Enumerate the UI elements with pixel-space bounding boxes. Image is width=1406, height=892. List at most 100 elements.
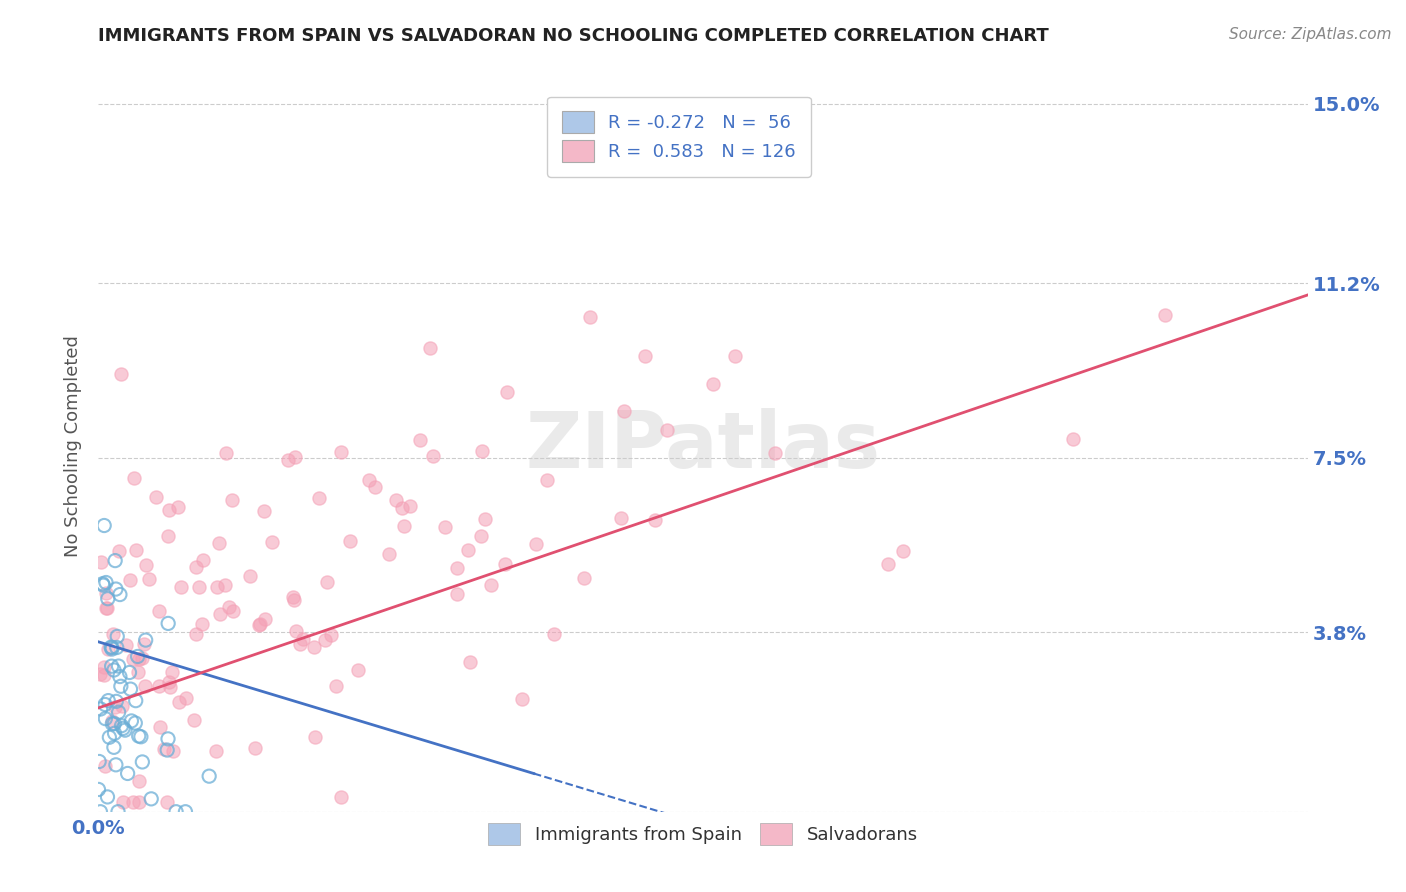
Point (90, 555, 112, 569)
Point (128, 795, 150, 809)
Point (89, 805, 111, 819)
Point (122, 470, 145, 484)
Point (208, 536, 231, 550)
Point (543, 627, 565, 641)
Point (208, 607, 231, 621)
Point (392, 519, 415, 533)
Point (378, 547, 401, 561)
Point (253, 504, 276, 518)
Point (1062, 432, 1084, 446)
Point (191, 616, 214, 631)
Point (100, 640, 122, 655)
Point (187, 580, 209, 594)
Point (510, 692, 533, 706)
Point (214, 578, 236, 592)
Point (127, 649, 149, 664)
Y-axis label: No Schooling Completed: No Schooling Completed (65, 335, 83, 557)
Point (94, 698, 117, 712)
Text: Source: ZipAtlas.com: Source: ZipAtlas.com (1229, 27, 1392, 42)
Point (87, 782, 110, 797)
Point (101, 627, 124, 641)
Text: IMMIGRANTS FROM SPAIN VS SALVADORAN NO SCHOOLING COMPLETED CORRELATION CHART: IMMIGRANTS FROM SPAIN VS SALVADORAN NO S… (98, 27, 1049, 45)
Point (494, 557, 516, 571)
Point (281, 590, 304, 604)
Point (347, 663, 370, 677)
Point (110, 719, 132, 733)
Point (128, 773, 150, 788)
Point (222, 603, 245, 617)
Point (94, 759, 117, 773)
Point (120, 714, 142, 728)
Point (94, 712, 117, 726)
Point (184, 627, 207, 641)
Point (125, 543, 148, 558)
Point (93, 518, 115, 533)
Point (135, 633, 157, 648)
Point (170, 580, 193, 594)
Point (157, 503, 180, 517)
Point (470, 529, 492, 543)
Point (91, 576, 114, 591)
Point (157, 616, 180, 631)
Point (105, 629, 128, 643)
Point (128, 729, 150, 743)
Point (145, 490, 167, 504)
Point (458, 655, 481, 669)
Point (254, 612, 277, 626)
Point (634, 349, 657, 363)
Point (103, 700, 125, 714)
Point (304, 730, 326, 744)
Point (609, 511, 631, 525)
Point (156, 795, 179, 809)
Point (128, 652, 150, 666)
Point (160, 665, 183, 680)
Point (132, 637, 155, 651)
Point (247, 618, 270, 632)
Point (471, 444, 494, 458)
Point (239, 569, 262, 583)
Point (218, 599, 240, 614)
Point (97, 591, 120, 606)
Point (141, 792, 163, 806)
Text: ZIPatlas: ZIPatlas (526, 408, 880, 484)
Point (96, 789, 118, 804)
Point (107, 705, 129, 719)
Point (319, 628, 342, 642)
Point (434, 520, 457, 534)
Point (205, 744, 228, 758)
Point (120, 682, 142, 697)
Point (302, 640, 325, 655)
Point (422, 449, 444, 463)
Point (93, 660, 115, 674)
Point (103, 740, 125, 755)
Point (579, 310, 602, 325)
Point (129, 730, 152, 744)
Point (156, 743, 179, 757)
Point (118, 665, 141, 680)
Point (1154, 308, 1177, 322)
Point (114, 723, 136, 738)
Text: 0.0%: 0.0% (72, 819, 125, 838)
Legend: Immigrants from Spain, Salvadorans: Immigrants from Spain, Salvadorans (479, 814, 927, 854)
Point (284, 450, 307, 465)
Point (101, 642, 124, 657)
Point (111, 795, 134, 809)
Point (103, 726, 125, 740)
Point (91, 578, 114, 592)
Point (243, 740, 266, 755)
Point (98, 731, 121, 745)
Point (221, 492, 243, 507)
Point (524, 537, 547, 551)
Point (496, 384, 519, 399)
Point (284, 624, 307, 638)
Point (148, 604, 170, 618)
Point (325, 679, 347, 693)
Point (249, 617, 271, 632)
Point (572, 571, 595, 585)
Point (157, 529, 180, 543)
Point (104, 757, 127, 772)
Point (94, 585, 117, 599)
Point (135, 558, 157, 572)
Point (198, 769, 221, 783)
Point (121, 652, 143, 666)
